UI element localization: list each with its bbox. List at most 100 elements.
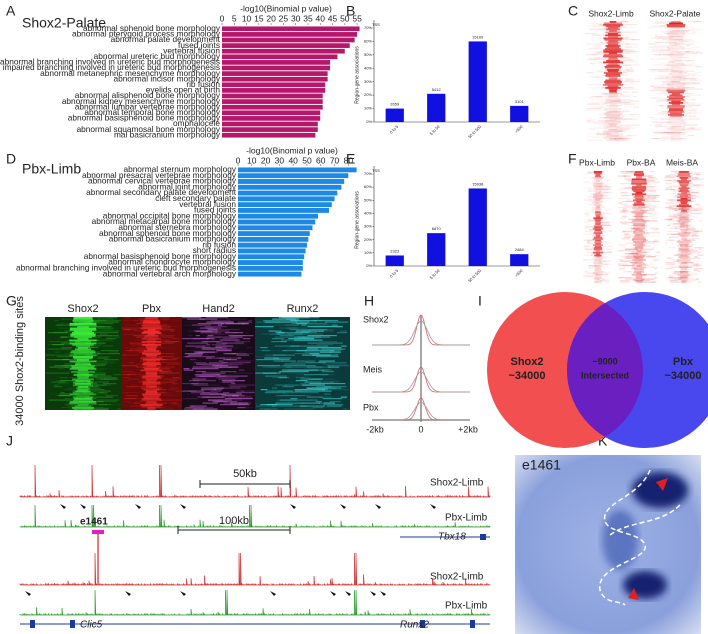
heatmap-row xyxy=(69,339,97,342)
heatmap-noise xyxy=(619,260,635,262)
x-tick-label: 0 xyxy=(236,155,241,165)
heatmap-noise xyxy=(599,117,619,119)
heatmap-noise xyxy=(594,222,597,223)
heatmap-row xyxy=(666,24,686,26)
row-label: 34000 Shox2-binding sites xyxy=(14,296,26,426)
heatmap-noise xyxy=(228,335,254,337)
heatmap-noise xyxy=(615,92,630,93)
heatmap-noise xyxy=(641,182,648,185)
heatmap-noise xyxy=(641,266,653,268)
heatmap-noise xyxy=(84,354,98,356)
heatmap-noise xyxy=(597,126,603,127)
bar xyxy=(222,37,355,43)
heatmap-row xyxy=(596,256,600,258)
heatmap-noise xyxy=(585,33,598,35)
heatmap-row xyxy=(593,244,603,246)
heatmap-row xyxy=(680,244,688,246)
heatmap-noise xyxy=(692,108,698,110)
heatmap-row xyxy=(666,88,686,91)
heatmap-noise xyxy=(134,339,159,341)
heatmap-noise xyxy=(162,362,178,364)
heatmap-noise xyxy=(680,109,699,111)
heatmap-row xyxy=(679,188,689,191)
heatmap-row xyxy=(76,395,90,397)
heatmap-noise xyxy=(661,31,676,33)
heatmap-noise xyxy=(603,178,609,180)
heatmap-noise xyxy=(618,268,626,270)
heatmap-noise xyxy=(659,105,665,107)
heatmap-noise xyxy=(618,172,623,173)
heatmap-noise xyxy=(326,405,342,407)
arrowhead xyxy=(180,504,186,509)
heatmap-noise xyxy=(106,336,121,338)
heatmap-noise xyxy=(668,252,673,253)
heatmap-row xyxy=(679,226,689,229)
heatmap-noise xyxy=(595,265,605,267)
heatmap-noise xyxy=(49,341,80,343)
heatmap-noise xyxy=(604,241,610,243)
heatmap-row xyxy=(608,78,618,80)
heatmap-noise xyxy=(591,106,606,108)
heatmap-noise xyxy=(143,356,164,358)
heatmap-noise xyxy=(694,256,698,258)
heatmap-noise xyxy=(60,318,78,320)
heatmap-noise xyxy=(61,336,76,338)
heatmap-noise xyxy=(635,251,650,253)
bar xyxy=(222,32,358,37)
heatmap-noise xyxy=(609,100,621,102)
heatmap-noise xyxy=(632,236,647,238)
heatmap-noise xyxy=(213,329,240,331)
heatmap-noise xyxy=(608,72,628,74)
heatmap-noise xyxy=(182,317,202,319)
gene-exon xyxy=(70,620,75,628)
heatmap-noise xyxy=(595,206,605,209)
heatmap-row xyxy=(666,64,686,67)
heatmap-noise xyxy=(78,372,106,374)
image-title: e1461 xyxy=(522,457,561,473)
heatmap-row xyxy=(667,111,685,113)
heatmap-noise xyxy=(604,281,609,283)
heatmap-row xyxy=(633,202,645,205)
heatmap-noise xyxy=(159,371,169,373)
bar xyxy=(238,254,305,260)
heatmap-noise xyxy=(598,61,603,63)
axis-label: +2kb xyxy=(458,424,478,434)
heatmap-noise xyxy=(646,216,656,217)
heatmap-noise xyxy=(631,39,641,41)
heatmap-noise xyxy=(587,239,596,241)
heatmap-noise xyxy=(72,329,100,331)
heatmap-noise xyxy=(666,175,671,177)
heatmap-noise xyxy=(143,399,163,401)
gene-label: Clic5 xyxy=(80,620,103,631)
heatmap-noise xyxy=(680,275,690,277)
heatmap-row xyxy=(142,359,161,361)
heatmap-row xyxy=(146,347,157,349)
heatmap-noise xyxy=(680,223,686,225)
heatmap-row xyxy=(602,133,624,136)
heatmap-noise xyxy=(91,336,102,338)
heatmap-noise xyxy=(81,374,106,376)
heatmap-noise xyxy=(602,124,616,126)
heatmap-noise xyxy=(152,378,177,380)
heatmap-bg xyxy=(648,21,704,141)
heatmap-noise xyxy=(638,172,647,174)
heatmap-noise xyxy=(593,281,599,283)
heatmap-row xyxy=(681,206,687,209)
heatmap-noise xyxy=(586,248,594,250)
heatmap-row xyxy=(634,171,644,173)
count-label: 2484 xyxy=(515,247,525,252)
heatmap-noise xyxy=(60,342,90,344)
heatmap-noise xyxy=(263,372,277,374)
heatmap-noise xyxy=(172,377,181,379)
heatmap-row xyxy=(595,215,601,218)
heatmap-noise xyxy=(592,24,602,26)
heatmap-noise xyxy=(666,277,679,279)
heatmap-row xyxy=(594,208,602,211)
heatmap-noise xyxy=(693,263,699,265)
heatmap-row xyxy=(595,173,601,176)
heatmap-noise xyxy=(629,171,634,173)
category-label: abnormal basisphenoid bone morphology xyxy=(68,113,221,123)
heatmap-noise xyxy=(672,78,689,80)
heatmap-noise xyxy=(640,224,646,226)
heatmap-noise xyxy=(309,353,320,355)
